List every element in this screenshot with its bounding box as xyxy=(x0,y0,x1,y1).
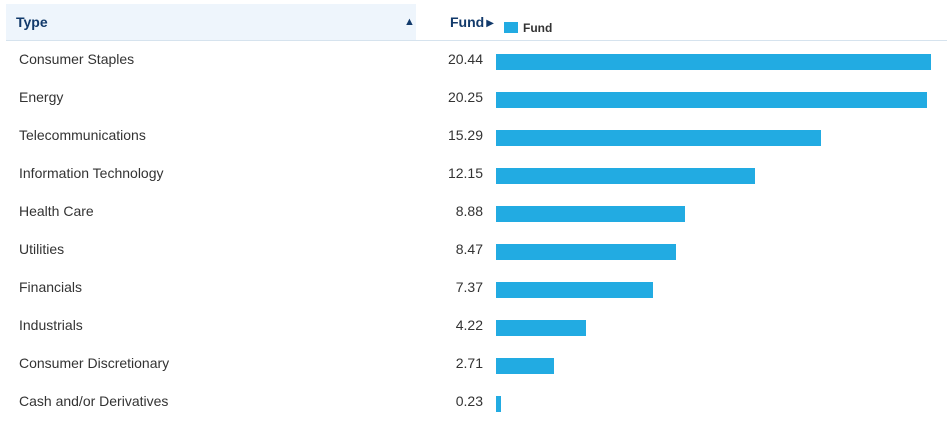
fund-bar xyxy=(496,320,586,336)
row-type-label: Information Technology xyxy=(19,165,164,181)
table-row: Consumer Discretionary 2.71 xyxy=(0,345,947,383)
type-column-label: Type xyxy=(16,14,48,30)
table-row: Cash and/or Derivatives 0.23 xyxy=(0,383,947,421)
row-type-label: Consumer Staples xyxy=(19,51,135,67)
fund-sort-button[interactable]: Fund ▶ xyxy=(450,14,494,30)
fund-bar xyxy=(496,54,931,70)
fund-bar xyxy=(496,396,501,412)
sort-ascending-icon[interactable]: ▲ xyxy=(404,16,415,28)
row-fund-value: 8.47 xyxy=(455,241,483,257)
row-type-label: Energy xyxy=(19,89,64,105)
legend-label: Fund xyxy=(523,20,553,35)
table-row: Telecommunications 15.29 xyxy=(0,117,947,155)
table-row: Energy 20.25 xyxy=(0,79,947,117)
fund-bar xyxy=(496,358,554,374)
row-fund-value: 8.88 xyxy=(455,203,483,219)
row-fund-value: 7.37 xyxy=(455,279,483,295)
legend-swatch xyxy=(504,22,518,34)
type-column-header[interactable]: Type ▲ xyxy=(6,4,416,41)
row-type-label: Health Care xyxy=(19,203,94,219)
row-fund-value: 2.71 xyxy=(455,355,483,371)
row-type-label: Financials xyxy=(19,279,83,295)
fund-bar xyxy=(496,130,821,146)
chart-legend: Fund xyxy=(504,19,553,35)
row-fund-value: 20.44 xyxy=(447,51,483,67)
row-type-label: Industrials xyxy=(19,317,83,333)
row-type-label: Consumer Discretionary xyxy=(19,355,170,371)
table-row: Industrials 4.22 xyxy=(0,307,947,345)
table-row: Financials 7.37 xyxy=(0,269,947,307)
table-row: Health Care 8.88 xyxy=(0,193,947,231)
row-type-label: Cash and/or Derivatives xyxy=(19,393,169,409)
arrow-right-icon: ▶ xyxy=(486,18,494,29)
fund-column-label: Fund xyxy=(450,14,485,30)
fund-bar xyxy=(496,244,676,260)
table-header: Type ▲ Fund ▶ Fund xyxy=(0,0,947,41)
table-row: Consumer Staples 20.44 xyxy=(0,41,947,79)
row-type-label: Utilities xyxy=(19,241,65,257)
row-fund-value: 0.23 xyxy=(455,393,483,409)
fund-bar xyxy=(496,168,755,184)
fund-column-header: Fund ▶ Fund xyxy=(416,4,947,41)
row-fund-value: 4.22 xyxy=(455,317,483,333)
row-fund-value: 20.25 xyxy=(447,89,483,105)
row-fund-value: 15.29 xyxy=(447,127,483,143)
table-row: Information Technology 12.15 xyxy=(0,155,947,193)
row-fund-value: 12.15 xyxy=(447,165,483,181)
fund-bar xyxy=(496,206,685,222)
fund-bar xyxy=(496,282,653,298)
row-type-label: Telecommunications xyxy=(19,127,146,143)
table-row: Utilities 8.47 xyxy=(0,231,947,269)
fund-bar xyxy=(496,92,927,108)
